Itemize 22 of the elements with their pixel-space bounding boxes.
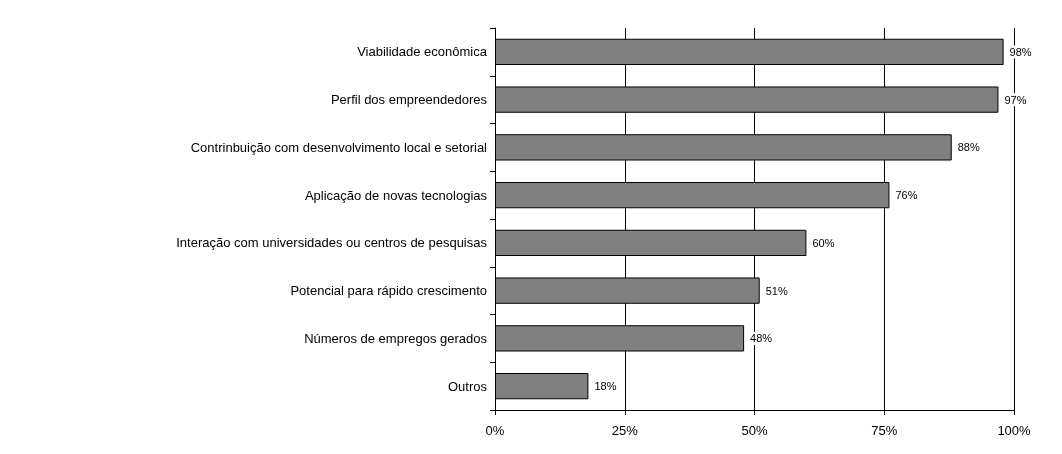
y-tick-label: Contrinbuição com desenvolvimento local e setorial xyxy=(190,139,488,155)
y-tick-label: Aplicação de novas tecnologias xyxy=(304,187,488,203)
y-tick-label: Viabilidade econômica xyxy=(357,44,488,60)
y-tick-label: Perfil dos empreendedores xyxy=(330,92,488,108)
data-label: 18% xyxy=(594,380,617,393)
data-label: 97% xyxy=(1004,93,1027,106)
x-tick-label: 75% xyxy=(871,423,898,438)
data-label: 98% xyxy=(1009,45,1032,58)
data-label: 48% xyxy=(750,332,773,345)
x-tick-label: 50% xyxy=(741,423,768,438)
x-tick-label: 100% xyxy=(997,423,1032,438)
x-tick-label: 25% xyxy=(611,423,639,438)
data-label: 76% xyxy=(895,189,918,202)
y-tick-label: Interação com universidades ou centros de pesquisas xyxy=(176,235,488,251)
data-label: 60% xyxy=(812,236,835,249)
y-tick-label: Números de empregos gerados xyxy=(304,330,488,346)
y-tick-label: Outros xyxy=(447,378,488,394)
bar xyxy=(495,372,589,400)
y-tick-label: Potencial para rápido crescimento xyxy=(290,283,487,299)
data-label: 51% xyxy=(765,284,788,297)
data-label: 88% xyxy=(957,141,980,154)
x-tick-label: 0% xyxy=(485,423,505,438)
